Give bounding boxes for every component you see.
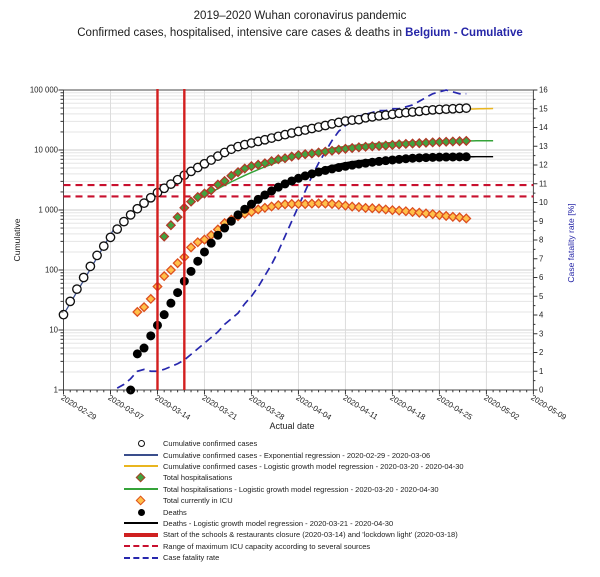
- legend-item-label: Total hospitalisations - Logistic growth…: [163, 484, 439, 494]
- case-fatality-rate-marker-icon: [124, 556, 158, 559]
- svg-text:14: 14: [539, 123, 548, 132]
- legend-marker-cell: [124, 465, 158, 468]
- deaths-marker-icon: [137, 508, 145, 516]
- svg-text:1: 1: [54, 386, 58, 395]
- closure-lines-marker-icon: [124, 532, 158, 537]
- svg-text:1: 1: [539, 367, 543, 376]
- svg-text:2020-04-25: 2020-04-25: [435, 393, 474, 422]
- svg-text:10: 10: [539, 198, 548, 207]
- legend-item-case-fatality-rate: Case fatality rate: [124, 552, 594, 563]
- hospitalisations-logistic-marker-icon: [124, 488, 158, 491]
- svg-text:2020-04-04: 2020-04-04: [294, 393, 333, 422]
- chart-subtitle: Confirmed cases, hospitalised, intensive…: [0, 25, 600, 42]
- svg-text:8: 8: [539, 236, 543, 245]
- svg-text:15: 15: [539, 104, 548, 113]
- legend-item-label: Cumulative confirmed cases - Logistic gr…: [163, 461, 464, 471]
- legend-marker-cell: [124, 488, 158, 491]
- svg-text:1 000: 1 000: [38, 206, 58, 215]
- legend-item-hospitalisations-logistic: Total hospitalisations - Logistic growth…: [124, 484, 594, 495]
- legend-item-label: Total currently in ICU: [163, 496, 233, 506]
- svg-text:9: 9: [539, 217, 543, 226]
- legend-item-confirmed: Cumulative confirmed cases: [124, 438, 594, 449]
- y-left-axis-title: Cumulative: [12, 218, 22, 261]
- svg-text:2020-03-14: 2020-03-14: [153, 393, 192, 422]
- legend-item-icu-capacity: Range of maximum ICU capacity according …: [124, 541, 594, 552]
- legend-marker-cell: [124, 532, 158, 537]
- svg-text:12: 12: [539, 161, 548, 170]
- series-deaths: [126, 152, 471, 395]
- series-icu: [132, 198, 472, 318]
- svg-text:3: 3: [539, 329, 543, 338]
- svg-text:10: 10: [49, 326, 58, 335]
- legend-item-confirmed-logistic: Cumulative confirmed cases - Logistic gr…: [124, 461, 594, 472]
- chart-subtitle-prefix: Confirmed cases, hospitalised, intensive…: [77, 27, 406, 39]
- svg-text:2020-03-28: 2020-03-28: [247, 393, 286, 422]
- svg-text:0: 0: [539, 386, 544, 395]
- legend-marker-cell: [124, 454, 158, 457]
- svg-text:10 000: 10 000: [34, 146, 59, 155]
- legend-item-deaths-logistic: Deaths - Logistic growth model regressio…: [124, 518, 594, 529]
- legend-item-label: Start of the schools & restaurants closu…: [163, 530, 458, 540]
- chart-subtitle-accent: Belgium - Cumulative: [405, 27, 523, 39]
- closure-event-lines: [156, 89, 186, 390]
- svg-text:2020-02-29: 2020-02-29: [59, 393, 98, 422]
- legend-marker-cell: [124, 508, 158, 516]
- confirmed-exp-marker-icon: [124, 454, 158, 457]
- svg-text:100 000: 100 000: [30, 86, 59, 95]
- legend-item-label: Total hospitalisations: [163, 473, 233, 483]
- legend-item-closure-lines: Start of the schools & restaurants closu…: [124, 529, 594, 540]
- svg-text:6: 6: [539, 273, 543, 282]
- svg-text:4: 4: [539, 311, 544, 320]
- legend-item-confirmed-exp: Cumulative confirmed cases - Exponential…: [124, 449, 594, 460]
- confirmed-marker-icon: [137, 440, 145, 448]
- svg-text:5: 5: [539, 292, 544, 301]
- legend-marker-cell: [124, 495, 158, 506]
- legend-item-label: Range of maximum ICU capacity according …: [163, 541, 371, 551]
- legend-marker-cell: [124, 472, 158, 483]
- svg-text:100: 100: [45, 266, 59, 275]
- legend-item-label: Cumulative confirmed cases: [163, 439, 258, 449]
- svg-text:16: 16: [539, 86, 548, 95]
- series-confirmed: [58, 103, 472, 320]
- svg-text:2020-03-07: 2020-03-07: [106, 393, 145, 422]
- svg-text:2020-03-21: 2020-03-21: [200, 393, 239, 422]
- gridlines: [63, 90, 534, 390]
- svg-text:11: 11: [539, 179, 547, 188]
- legend-item-label: Deaths: [163, 507, 187, 517]
- chart-title: 2019–2020 Wuhan coronavirus pandemic: [193, 10, 407, 22]
- svg-text:2: 2: [539, 348, 543, 357]
- svg-text:13: 13: [539, 142, 548, 151]
- legend-item-icu: Total currently in ICU: [124, 495, 594, 506]
- legend-item-deaths: Deaths: [124, 506, 594, 517]
- legend-marker-cell: [124, 556, 158, 559]
- legend-item-label: Cumulative confirmed cases - Exponential…: [163, 450, 431, 460]
- svg-text:2020-04-11: 2020-04-11: [341, 393, 379, 421]
- legend-item-label: Deaths - Logistic growth model regressio…: [163, 518, 394, 528]
- series-hospitalisations: [159, 135, 472, 242]
- legend-marker-cell: [124, 545, 158, 548]
- axis-ticks: [58, 89, 538, 395]
- legend-item-label: Case fatality rate: [163, 553, 220, 563]
- icu-marker-icon: [135, 495, 147, 506]
- icu-capacity-lines: [63, 184, 534, 198]
- svg-text:2020-05-02: 2020-05-02: [482, 393, 521, 422]
- hospitalisations-marker-icon: [135, 472, 147, 483]
- series-case-fatality-rate: [116, 89, 467, 389]
- legend-item-hospitalisations: Total hospitalisations: [124, 472, 594, 483]
- icu-capacity-marker-icon: [124, 545, 158, 548]
- svg-text:7: 7: [539, 254, 543, 263]
- legend-marker-cell: [124, 440, 158, 448]
- deaths-logistic-marker-icon: [124, 522, 158, 525]
- chart-legend: Cumulative confirmed cases Cumulative con…: [124, 438, 594, 563]
- chart-header: 2019–2020 Wuhan coronavirus pandemic Con…: [0, 8, 600, 42]
- data-series: [58, 89, 494, 395]
- svg-text:2020-05-09: 2020-05-09: [529, 393, 568, 422]
- x-axis-title: Actual date: [269, 421, 314, 431]
- y-right-axis-title: Case fatality rate [%]: [566, 203, 576, 282]
- legend-marker-cell: [124, 522, 158, 525]
- svg-text:2020-04-18: 2020-04-18: [388, 393, 427, 422]
- confirmed-logistic-marker-icon: [124, 465, 158, 468]
